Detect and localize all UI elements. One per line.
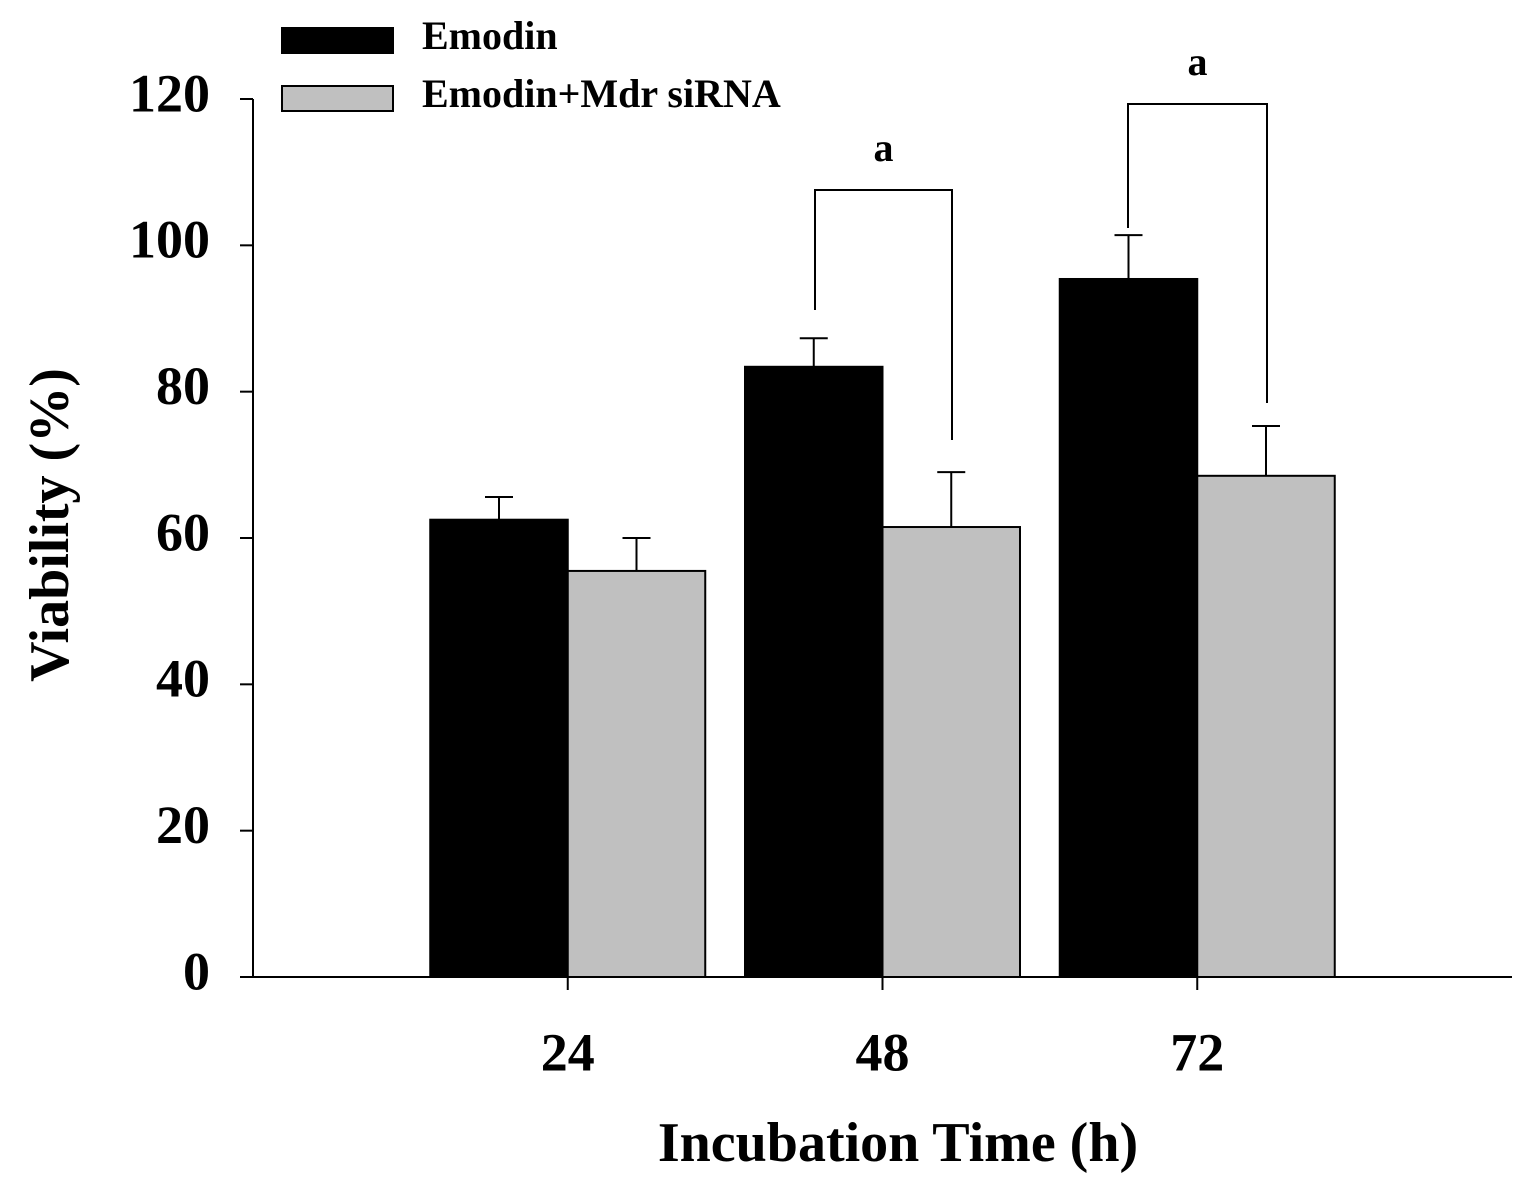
y-tick-label: 40 — [156, 649, 210, 709]
bar — [881, 526, 1021, 979]
y-tick-label: 20 — [156, 795, 210, 855]
legend-label: Emodin+Mdr siRNA — [422, 71, 781, 116]
significance-bracket — [814, 189, 953, 440]
y-tick-label: 60 — [156, 502, 210, 562]
bar — [744, 365, 884, 979]
y-axis-title: Viability (%) — [19, 368, 81, 682]
bar — [566, 569, 707, 978]
bar — [1058, 277, 1199, 978]
x-tick-label: 24 — [541, 1022, 595, 1082]
x-tick-label: 72 — [1170, 1022, 1224, 1082]
y-tick-label: 120 — [129, 63, 210, 123]
bar — [1196, 474, 1336, 978]
y-tick-label: 100 — [129, 210, 210, 270]
x-tick-label: 48 — [856, 1022, 910, 1082]
legend-swatch — [281, 85, 394, 112]
annotation: a — [874, 125, 894, 170]
y-tick-label: 80 — [156, 356, 210, 416]
x-axis-title: Incubation Time (h) — [658, 1112, 1138, 1174]
legend-swatch — [281, 27, 394, 54]
significance-bracket — [1127, 103, 1268, 403]
legend-label: Emodin — [422, 13, 558, 58]
bar — [429, 518, 569, 978]
y-tick-label: 0 — [183, 941, 210, 1001]
annotation: a — [1188, 39, 1208, 84]
